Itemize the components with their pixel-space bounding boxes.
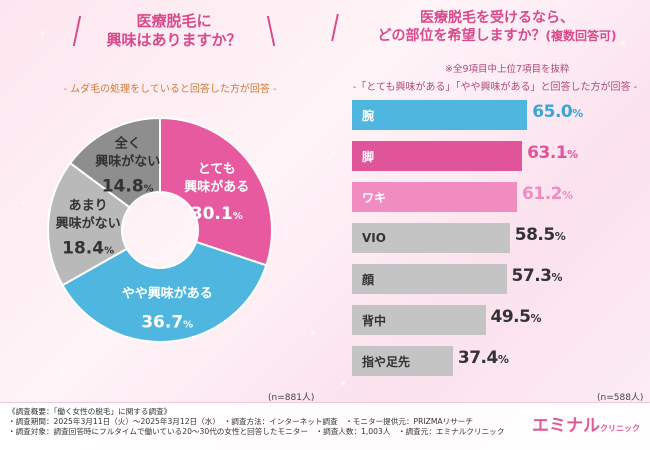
footer-line3: ・調査対象：調査回答時にフルタイムで働いている20～30代の女性と回答したモニタ… (8, 427, 505, 436)
bar-4: 顔 (352, 264, 507, 294)
survey-footer: 《調査概要：「働く女性の脱毛」に関する調査》 ・調査期間：2025年3月11日（… (0, 402, 650, 450)
donut-label-1-0: やや興味がある (122, 286, 213, 302)
donut-slice-1 (61, 240, 268, 343)
right-subtitle: -「とても興味がある」「やや興味がある」と回答した方が回答 - (352, 82, 638, 93)
donut-value-1: 36.7% (141, 313, 193, 333)
survey-notes: 《調査概要：「働く女性の脱毛」に関する調査》 ・調査期間：2025年3月11日（… (8, 407, 504, 437)
left-title-line2: 興味はありますか？ (106, 30, 242, 49)
donut-value-2: 18.4% (62, 238, 114, 258)
bar-label-6: 指や足先 (362, 354, 411, 369)
logo-main: エミナル (532, 416, 600, 436)
right-sample-size: (n=588人) (597, 393, 644, 403)
donut-chart: とても興味がある30.1%やや興味がある36.7%あまり興味がない18.4%全く… (47, 116, 273, 343)
right-title-line2-text: どの部位を希望しますか？ (377, 27, 546, 44)
bar-6: 指や足先 (352, 346, 453, 376)
donut-label-3-0: 全く (114, 136, 141, 152)
footer-line1: 《調査概要：「働く女性の脱毛」に関する調査》 (8, 407, 172, 416)
bar-5: 背中 (352, 305, 486, 335)
donut-slice-0 (159, 116, 273, 267)
donut-label-2-0: あまり (69, 198, 108, 213)
bar-2: ワキ (352, 182, 518, 212)
bar-0: 腕 (352, 100, 528, 130)
bar-value-1: 63.1% (527, 143, 578, 163)
donut-label-0-0: とても (198, 162, 236, 177)
donut-slice-2 (47, 161, 131, 287)
bar-value-0: 65.0% (532, 102, 583, 122)
left-subtitle: - ムダ毛の処理をしていると回答した方が回答 - (63, 84, 277, 95)
bar-row-1: 脚 63.1% (352, 141, 642, 171)
bar-label-0: 腕 (362, 108, 375, 123)
bar-label-2: ワキ (362, 190, 387, 205)
right-title-line2: どの部位を希望しますか？(複数回答可) (352, 28, 642, 46)
bar-value-5: 49.5% (490, 307, 542, 327)
left-sample-size: (n=881人) (268, 393, 315, 403)
bar-label-3: VIO (362, 231, 386, 245)
right-title-line1: 医療脱毛を受けるなら、 (420, 10, 574, 26)
donut-label-0-1: 興味がある (184, 179, 249, 195)
bar-value-3: 58.5% (514, 225, 566, 245)
right-question-title: 医療脱毛を受けるなら、 どの部位を希望しますか？(複数回答可) (331, 10, 650, 46)
bar-3: VIO (352, 223, 510, 253)
bar-chart: 腕 65.0% 脚 63.1% ワキ 61.2% VIO 58.5% 顔 57.3% 背中 49.5%… (352, 100, 642, 390)
bar-row-3: VIO 58.5% (352, 223, 642, 253)
bar-row-0: 腕 65.0% (352, 100, 642, 130)
bar-label-1: 脚 (362, 149, 375, 164)
bar-value-6: 37.4% (457, 348, 509, 368)
bar-label-5: 背中 (362, 313, 387, 328)
eminal-clinic-logo: エミナルクリニック (532, 411, 640, 436)
bar-row-4: 顔 57.3% (352, 264, 642, 294)
footer-line2: ・調査期間：2025年3月11日（火）～2025年3月12日（水） ・調査方法：… (8, 417, 473, 426)
donut-value-0: 30.1% (191, 204, 243, 224)
right-title-suffix: (複数回答可) (545, 28, 617, 43)
bar-row-2: ワキ 61.2% (352, 182, 642, 212)
left-title-line1: 医療脱毛に (136, 12, 212, 30)
logo-sub: クリニック (600, 424, 640, 433)
left-question-title: 医療脱毛に 興味はありますか？ (72, 12, 276, 50)
bar-1: 脚 (352, 141, 523, 171)
right-note: ※全9項目中上位7項目を抜粋 (445, 64, 570, 75)
donut-label-3-1: 興味がない (95, 154, 160, 170)
bar-row-5: 背中 49.5% (352, 305, 642, 335)
bar-value-4: 57.3% (511, 266, 563, 286)
donut-value-3: 14.8% (102, 177, 154, 197)
donut-label-2-1: 興味がない (56, 215, 121, 231)
bar-value-2: 61.2% (522, 184, 573, 204)
donut-slice-3 (68, 116, 161, 209)
bar-row-6: 指や足先 37.4% (352, 346, 642, 376)
bar-label-4: 顔 (362, 272, 375, 287)
